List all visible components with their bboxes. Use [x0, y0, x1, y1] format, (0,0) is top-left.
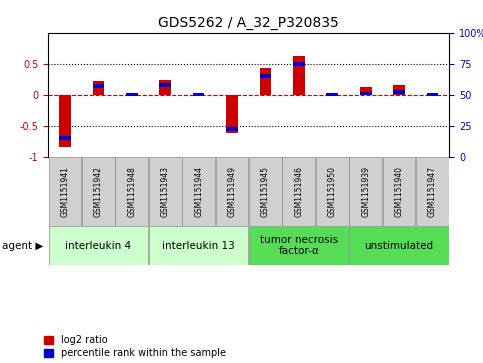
Bar — [393, 90, 405, 94]
Bar — [426, 93, 439, 97]
FancyBboxPatch shape — [383, 156, 415, 226]
Text: GSM1151943: GSM1151943 — [161, 166, 170, 217]
FancyBboxPatch shape — [249, 156, 282, 226]
Legend: log2 ratio, percentile rank within the sample: log2 ratio, percentile rank within the s… — [43, 335, 226, 358]
Bar — [159, 80, 171, 95]
Bar — [393, 85, 405, 95]
Text: GSM1151947: GSM1151947 — [428, 166, 437, 217]
FancyBboxPatch shape — [182, 156, 215, 226]
Bar — [259, 74, 271, 78]
Bar — [193, 93, 204, 97]
FancyBboxPatch shape — [349, 156, 382, 226]
Text: GSM1151949: GSM1151949 — [227, 166, 237, 217]
FancyBboxPatch shape — [49, 226, 148, 265]
FancyBboxPatch shape — [115, 156, 148, 226]
FancyBboxPatch shape — [283, 156, 315, 226]
Bar — [360, 87, 371, 95]
Bar — [360, 91, 371, 95]
Title: GDS5262 / A_32_P320835: GDS5262 / A_32_P320835 — [158, 16, 339, 30]
Bar — [226, 127, 238, 131]
FancyBboxPatch shape — [416, 156, 449, 226]
Bar — [293, 62, 305, 65]
Bar — [93, 84, 104, 88]
Bar — [93, 81, 104, 95]
Bar — [226, 95, 238, 133]
FancyBboxPatch shape — [216, 156, 248, 226]
FancyBboxPatch shape — [316, 156, 349, 226]
Bar — [59, 95, 71, 147]
Bar — [293, 56, 305, 95]
FancyBboxPatch shape — [349, 226, 449, 265]
Text: interleukin 13: interleukin 13 — [162, 241, 235, 250]
Text: GSM1151945: GSM1151945 — [261, 166, 270, 217]
Bar — [59, 136, 71, 140]
Text: GSM1151941: GSM1151941 — [60, 166, 70, 217]
Text: interleukin 4: interleukin 4 — [65, 241, 131, 250]
Text: agent ▶: agent ▶ — [2, 241, 44, 250]
Text: unstimulated: unstimulated — [365, 241, 434, 250]
FancyBboxPatch shape — [49, 156, 81, 226]
FancyBboxPatch shape — [249, 226, 349, 265]
FancyBboxPatch shape — [149, 156, 182, 226]
Text: GSM1151946: GSM1151946 — [294, 166, 303, 217]
Text: GSM1151940: GSM1151940 — [395, 166, 404, 217]
Bar — [159, 83, 171, 86]
Text: GSM1151939: GSM1151939 — [361, 166, 370, 217]
Bar — [327, 93, 338, 97]
Text: GSM1151948: GSM1151948 — [128, 166, 136, 217]
FancyBboxPatch shape — [82, 156, 115, 226]
Text: tumor necrosis
factor-α: tumor necrosis factor-α — [260, 235, 338, 256]
Text: GSM1151942: GSM1151942 — [94, 166, 103, 217]
Text: GSM1151944: GSM1151944 — [194, 166, 203, 217]
Bar — [259, 68, 271, 95]
Bar — [126, 93, 138, 97]
FancyBboxPatch shape — [149, 226, 248, 265]
Text: GSM1151950: GSM1151950 — [328, 166, 337, 217]
